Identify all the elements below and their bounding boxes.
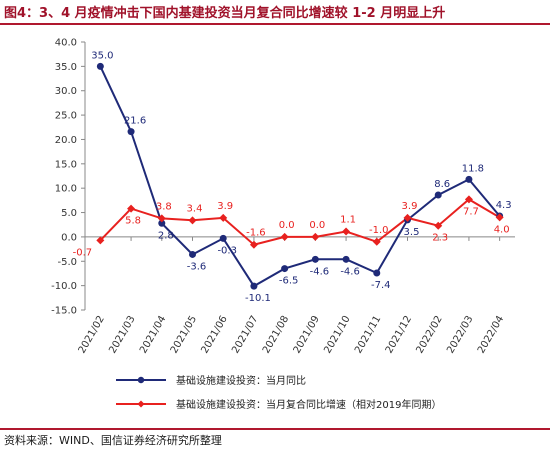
x-tick-label: 2022/02 bbox=[415, 314, 445, 355]
data-label-blue: -4.6 bbox=[310, 266, 330, 277]
data-label-blue: -10.1 bbox=[245, 293, 271, 304]
y-tick-label: 5.0 bbox=[61, 208, 77, 219]
y-tick-label: 10.0 bbox=[55, 184, 77, 195]
y-tick-label: 35.0 bbox=[55, 62, 77, 73]
data-label-blue: -7.4 bbox=[371, 280, 391, 291]
y-tick-label: 0.0 bbox=[61, 232, 77, 243]
series-line-blue bbox=[99, 65, 501, 288]
data-point-blue bbox=[465, 175, 473, 183]
data-label-blue: -4.6 bbox=[340, 266, 360, 277]
y-tick-label: -15.0 bbox=[51, 306, 77, 317]
data-point-red bbox=[188, 216, 197, 225]
data-label-blue: 35.0 bbox=[91, 50, 113, 61]
y-tick-label: 30.0 bbox=[55, 86, 77, 97]
data-label-blue: 11.8 bbox=[462, 163, 484, 174]
title-divider bbox=[0, 23, 550, 25]
data-label-red: 3.4 bbox=[187, 203, 203, 214]
source-divider bbox=[0, 428, 550, 430]
data-point-blue bbox=[158, 219, 166, 227]
data-label-red: -0.7 bbox=[73, 247, 93, 258]
figure-title: 图4：3、4 月疫情冲击下国内基建投资当月复合同比增速较 1-2 月明显上升 bbox=[4, 6, 446, 21]
data-point-blue bbox=[219, 234, 227, 242]
y-tick-label: -10.0 bbox=[51, 281, 77, 292]
data-point-red bbox=[495, 213, 504, 222]
data-label-red: 4.0 bbox=[494, 224, 510, 235]
x-tick-label: 2021/08 bbox=[261, 314, 291, 355]
data-point-red bbox=[219, 213, 228, 222]
data-label-red: 0.0 bbox=[279, 220, 295, 231]
data-label-blue: 4.3 bbox=[496, 200, 512, 211]
data-point-blue bbox=[311, 255, 319, 263]
data-point-red bbox=[403, 213, 412, 222]
data-label-red: -1.6 bbox=[246, 228, 266, 239]
x-tick-label: 2021/04 bbox=[138, 314, 168, 355]
x-tick-label: 2021/12 bbox=[384, 314, 414, 355]
legend-swatch-marker-red bbox=[137, 400, 145, 408]
data-label-red: 5.8 bbox=[125, 216, 141, 227]
y-tick-label: 40.0 bbox=[55, 38, 77, 49]
data-point-red bbox=[127, 204, 136, 213]
data-label-red: 3.8 bbox=[156, 201, 172, 212]
data-label-red: 2.3 bbox=[432, 233, 448, 244]
y-tick-label: -5.0 bbox=[57, 257, 77, 268]
y-tick-label: 15.0 bbox=[55, 159, 77, 170]
x-tick-label: 2022/03 bbox=[445, 314, 475, 355]
data-point-blue bbox=[373, 269, 381, 277]
x-tick-label: 2021/02 bbox=[77, 314, 107, 355]
x-tick-label: 2021/10 bbox=[322, 314, 352, 355]
source-note: 资料来源：WIND、国信证券经济研究所整理 bbox=[4, 434, 222, 447]
data-label-blue: 21.6 bbox=[124, 116, 146, 127]
x-tick-label: 2021/03 bbox=[107, 314, 137, 355]
x-tick-label: 2021/11 bbox=[353, 314, 383, 355]
data-label-red: 0.0 bbox=[309, 220, 325, 231]
data-point-blue bbox=[281, 265, 289, 273]
data-point-blue bbox=[434, 191, 442, 199]
data-point-red bbox=[249, 240, 258, 249]
data-point-blue bbox=[342, 255, 350, 263]
data-label-blue: -0.3 bbox=[217, 245, 237, 256]
data-label-red: 3.9 bbox=[217, 201, 233, 212]
x-tick-label: 2021/05 bbox=[169, 314, 199, 355]
data-label-blue: 3.5 bbox=[404, 227, 420, 238]
data-point-red bbox=[157, 214, 166, 223]
data-point-red bbox=[280, 232, 289, 241]
data-point-blue bbox=[250, 282, 258, 290]
data-label-blue: 2.8 bbox=[158, 230, 174, 241]
data-label-blue: -6.5 bbox=[279, 276, 299, 287]
data-point-red bbox=[434, 221, 443, 230]
x-tick-label: 2022/04 bbox=[476, 314, 506, 355]
data-label-blue: 8.6 bbox=[434, 179, 450, 190]
data-label-blue: -3.6 bbox=[187, 261, 207, 272]
legend-label-red: 基础设施建设投资：当月复合同比增速（相对2019年同期） bbox=[176, 398, 441, 411]
x-tick-label: 2021/06 bbox=[200, 314, 230, 355]
x-tick-label: 2021/09 bbox=[292, 314, 322, 355]
x-tick-label: 2021/07 bbox=[230, 314, 260, 355]
data-point-red bbox=[311, 232, 320, 241]
data-label-red: 3.9 bbox=[402, 201, 418, 212]
y-tick-label: 20.0 bbox=[55, 135, 77, 146]
data-label-red: -1.0 bbox=[369, 225, 389, 236]
data-point-blue bbox=[96, 62, 104, 70]
data-point-blue bbox=[127, 128, 135, 136]
data-point-blue bbox=[189, 250, 196, 258]
data-point-red bbox=[96, 236, 105, 245]
data-label-red: 1.1 bbox=[340, 215, 356, 226]
series-line-red bbox=[99, 198, 501, 246]
legend-swatch-marker-blue bbox=[137, 376, 145, 384]
data-point-red bbox=[372, 237, 381, 246]
data-point-red bbox=[464, 195, 473, 204]
legend-label-blue: 基础设施建设投资：当月同比 bbox=[176, 374, 306, 387]
y-tick-label: 25.0 bbox=[55, 111, 77, 122]
data-label-red: 7.7 bbox=[463, 206, 479, 217]
data-point-red bbox=[342, 227, 351, 236]
